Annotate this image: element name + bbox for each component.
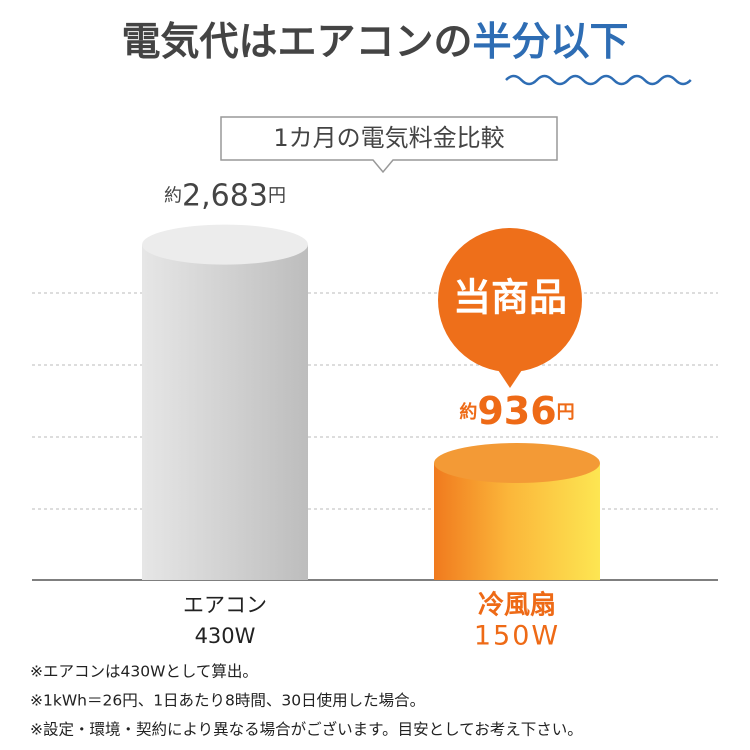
bar [142,244,308,580]
badge-text: 当商品 [453,276,567,320]
category-note: 430W [195,624,256,648]
cylinder [434,443,600,580]
subtitle: 1カ月の電気料金比較 [273,124,504,152]
footnote: ※1kWh＝26円、1日あたり8時間、30日使用した場合。 [30,692,425,710]
dashed-lines [32,292,718,510]
chart-title: 電気代はエアコンの半分以下 [121,20,628,65]
badge [438,228,582,372]
bar [434,463,600,580]
footnotes: ※エアコンは430Wとして算出。 ※1kWh＝26円、1日あたり8時間、30日使用… [30,662,583,739]
footnote: ※設定・環境・契約により異なる場合がございます。目安としてお考え下さい。 [30,720,583,739]
footnote: ※エアコンは430Wとして算出。 [30,662,258,681]
cylinder [142,224,308,580]
bar-top [142,224,308,265]
value-label: 約2,683円 [164,178,286,213]
category-label: 冷風扇 [478,590,556,621]
category-label: エアコン [183,593,267,617]
category-note: 150W [474,621,560,652]
subtitle-box [220,116,558,174]
value-label: 約936円 [459,389,574,433]
bar-top [434,443,600,483]
wave-underline [505,74,692,86]
